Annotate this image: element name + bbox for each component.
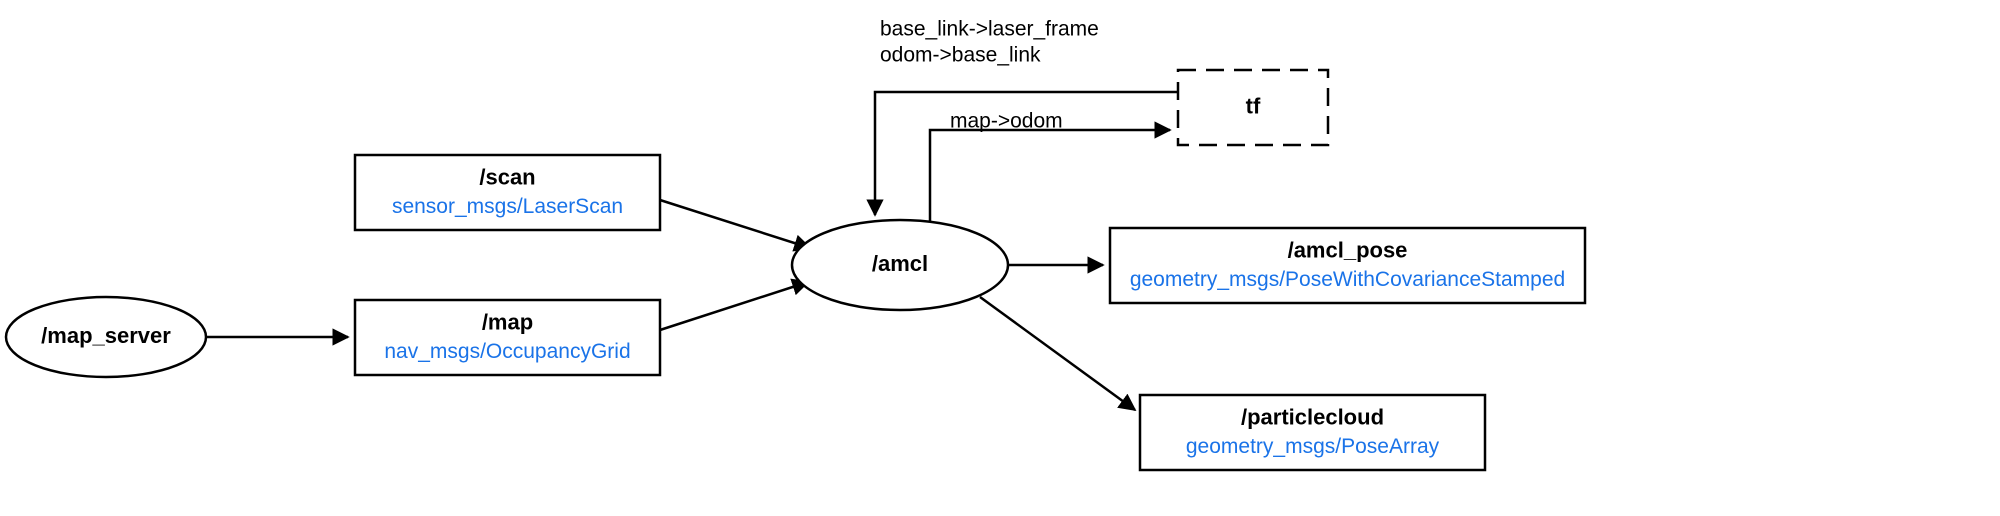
- node-type-map: nav_msgs/OccupancyGrid: [384, 340, 630, 363]
- edge-amcl_to_tf: [930, 130, 1170, 222]
- node-title-scan: /scan: [479, 164, 535, 189]
- node-title-particlecloud: /particlecloud: [1241, 404, 1384, 429]
- edge-label2-tf_to_amcl: odom->base_link: [880, 44, 1041, 67]
- node-type-particlecloud: geometry_msgs/PoseArray: [1186, 435, 1440, 458]
- edge-amcl_to_pc: [980, 297, 1135, 410]
- edge-label1-tf_to_amcl: base_link->laser_frame: [880, 18, 1099, 41]
- node-title-map: /map: [482, 309, 533, 334]
- node-type-scan: sensor_msgs/LaserScan: [392, 195, 623, 218]
- node-title-tf: tf: [1246, 93, 1261, 118]
- edge-map_to_amcl: [660, 282, 808, 330]
- edge-label-amcl_to_tf: map->odom: [950, 110, 1063, 133]
- node-title-map_server: /map_server: [41, 323, 171, 348]
- node-title-amcl: /amcl: [872, 251, 928, 276]
- node-title-amcl_pose: /amcl_pose: [1288, 237, 1408, 262]
- node-type-amcl_pose: geometry_msgs/PoseWithCovarianceStamped: [1130, 268, 1565, 291]
- edge-scan_to_amcl: [660, 200, 810, 248]
